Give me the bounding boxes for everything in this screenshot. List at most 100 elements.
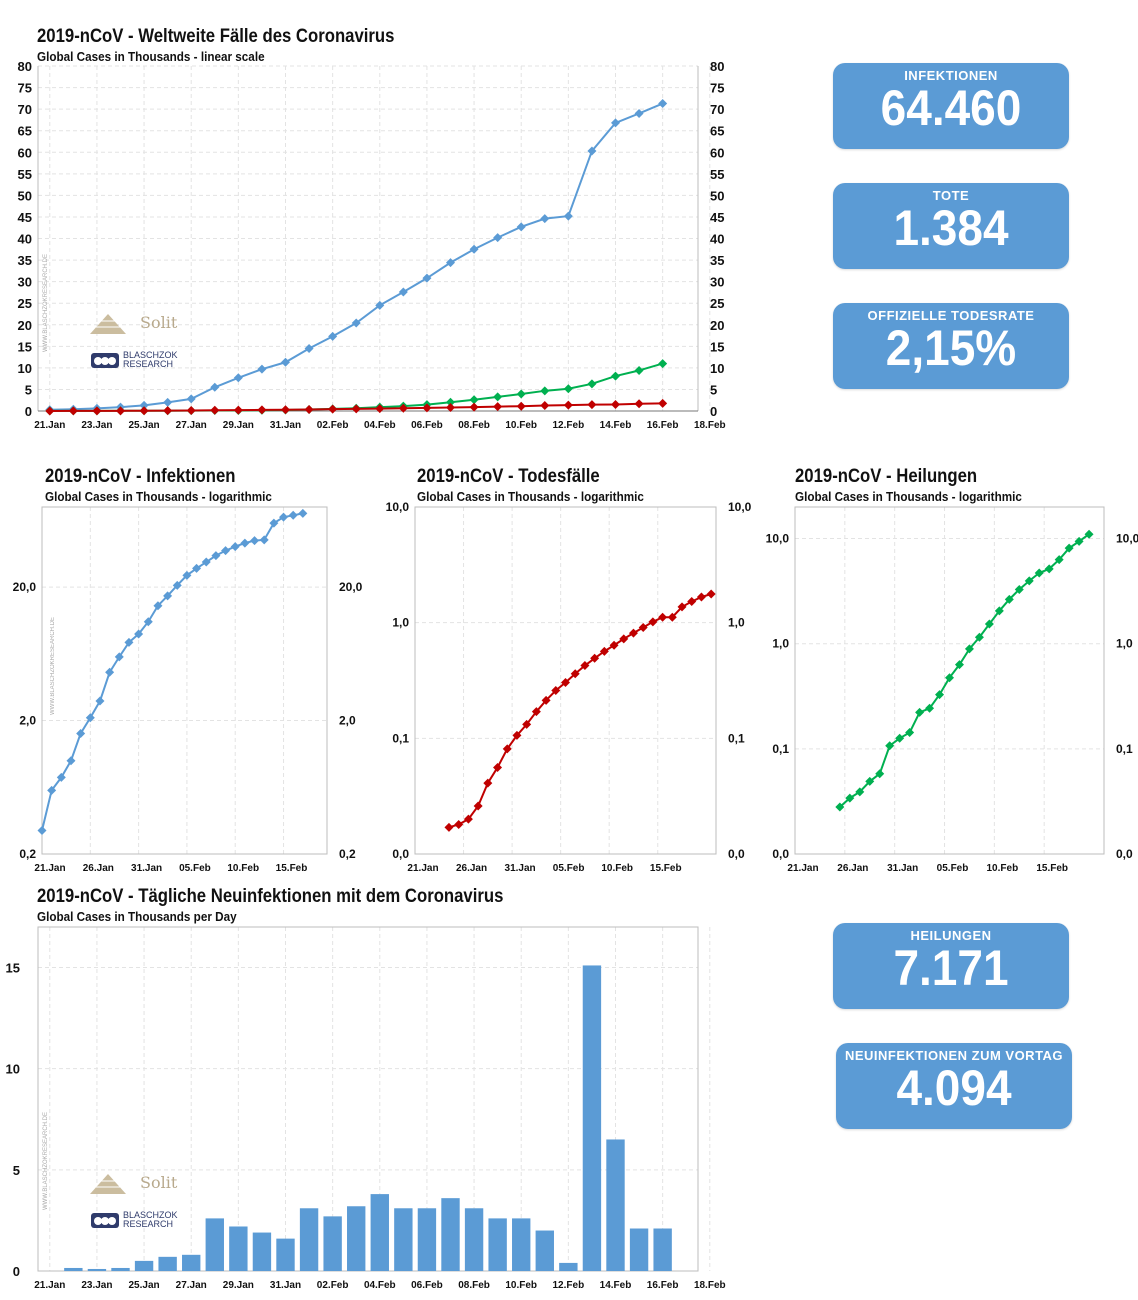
data-point [143, 617, 153, 627]
bar [464, 1208, 484, 1271]
x-tick-label: 02.Feb [317, 1280, 349, 1291]
y-tick-label: 10 [18, 361, 32, 376]
data-point [85, 713, 95, 723]
x-tick-label: 29.Jan [223, 1280, 254, 1291]
y-tick-label-right: 65 [710, 124, 724, 139]
y-tick-label-right: 0,0 [1116, 847, 1133, 861]
data-point [56, 772, 66, 782]
y-tick-label: 15 [18, 339, 32, 354]
data-point [76, 728, 86, 738]
data-point [551, 686, 561, 696]
kpi-card-new-infections: NEUINFEKTIONEN ZUM VORTAG 4.094 [836, 1043, 1072, 1129]
watermark: WWW.BLASCHZOKRESEARCH.DE [43, 1111, 49, 1210]
data-point [696, 592, 706, 602]
x-tick-label: 21.Jan [34, 863, 65, 874]
data-point [540, 386, 550, 396]
plot-frame [37, 926, 699, 1272]
data-point [192, 563, 202, 573]
y-tick-label-right: 0,2 [339, 847, 356, 861]
y-tick-label: 20 [18, 318, 32, 333]
data-point [905, 728, 915, 738]
data-point [706, 589, 716, 599]
blaschzok-logo-line1: BLASCHZOK [123, 350, 178, 360]
data-point [210, 405, 220, 415]
data-point [163, 591, 173, 601]
bar [299, 1208, 319, 1271]
data-point [540, 401, 550, 411]
data-point [658, 612, 668, 622]
series-line [839, 533, 1090, 808]
data-point [516, 222, 526, 232]
x-tick-label: 08.Feb [458, 420, 490, 431]
x-tick-label: 26.Jan [456, 863, 487, 874]
x-tick-label: 18.Feb [694, 420, 726, 431]
y-tick-label: 75 [18, 81, 32, 96]
watermark: WWW.BLASCHZOKRESEARCH.DE [43, 253, 49, 352]
blaschzok-logo-line2: RESEARCH [123, 1219, 174, 1229]
x-tick-label: 29.Jan [223, 420, 254, 431]
y-tick-label: 45 [18, 210, 32, 225]
data-point [269, 518, 279, 528]
solit-logo-text: Solit [140, 1173, 178, 1192]
y-tick-label: 0,0 [392, 847, 409, 861]
y-tick-label: 25 [18, 296, 32, 311]
bar [134, 1260, 154, 1271]
data-point [1044, 564, 1054, 574]
x-tick-label: 27.Jan [176, 420, 207, 431]
bar [182, 1254, 201, 1271]
y-tick-label-right: 15 [710, 339, 724, 354]
x-tick-label: 02.Feb [317, 420, 349, 431]
data-point [516, 389, 526, 399]
plot-frame [794, 506, 1105, 855]
data-point [561, 677, 570, 687]
data-point [611, 399, 620, 409]
x-tick-label: 31.Jan [131, 863, 162, 874]
data-point [587, 379, 597, 389]
data-point [658, 99, 668, 109]
data-point [1014, 584, 1024, 594]
y-tick-label: 0 [13, 1264, 20, 1279]
kpi-label: NEUINFEKTIONEN ZUM VORTAG [844, 1048, 1064, 1063]
data-point [540, 214, 550, 224]
data-point [855, 787, 865, 797]
data-point [835, 802, 845, 812]
kpi-label: OFFIZIELLE TODESRATE [867, 308, 1035, 323]
bar [417, 1208, 437, 1271]
log-infections-plot: 0,2 0,2 2,0 2,0 20,0 20,0 21.Jan 26.Jan 31.Jan 05… [13, 506, 363, 874]
data-point [66, 756, 76, 766]
data-point [47, 785, 57, 795]
x-tick-label: 26.Jan [837, 863, 868, 874]
data-point [250, 536, 260, 546]
solit-pyramid-icon [90, 1174, 126, 1194]
chart-subtitle: Global Cases in Thousands per Day [37, 909, 237, 924]
kpi-card-recovered: HEILUNGEN 7.171 [833, 923, 1069, 1009]
data-point [648, 617, 658, 627]
x-tick-label: 26.Jan [83, 863, 114, 874]
data-point [1004, 594, 1014, 604]
y-tick-label: 80 [18, 59, 32, 74]
x-tick-label: 25.Jan [129, 1280, 160, 1291]
y-tick-label-right: 70 [710, 102, 724, 117]
chart-subtitle: Global Cases in Thousands - logarithmic [417, 489, 644, 504]
data-point [211, 551, 221, 561]
data-point [463, 814, 473, 824]
data-point [609, 640, 619, 650]
data-point [288, 510, 298, 520]
x-tick-label: 31.Jan [270, 420, 301, 431]
data-point [580, 661, 590, 671]
data-point [139, 406, 149, 416]
data-point [230, 542, 240, 552]
data-point [139, 400, 149, 410]
data-point [677, 602, 687, 612]
y-tick-label-right: 20 [710, 318, 724, 333]
kpi-card-infections: INFEKTIONEN 64.460 [833, 63, 1069, 149]
x-tick-label: 16.Feb [647, 420, 679, 431]
bar [205, 1218, 224, 1271]
data-point [638, 623, 648, 633]
data-point [298, 508, 308, 518]
bar [441, 1198, 460, 1271]
kpi-value: 1.384 [893, 200, 1009, 256]
kpi-value: 64.460 [880, 80, 1022, 136]
data-point [105, 667, 115, 677]
